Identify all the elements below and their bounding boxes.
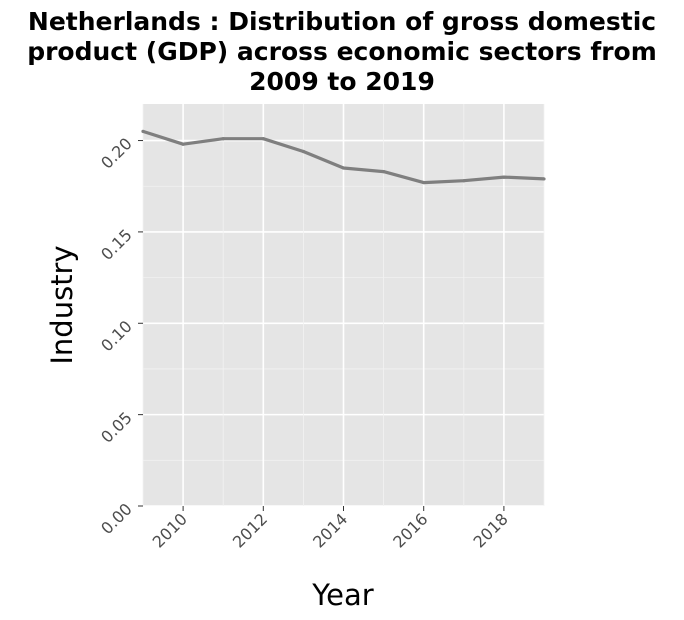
chart-title-line-3: 2009 to 2019 bbox=[249, 67, 435, 96]
chart-title-line-1: Netherlands : Distribution of gross dome… bbox=[28, 7, 656, 36]
y-tick-label: 0.00 bbox=[97, 499, 136, 538]
data-point bbox=[382, 170, 386, 174]
data-point bbox=[261, 137, 265, 141]
data-point bbox=[141, 129, 145, 134]
data-point bbox=[422, 180, 426, 185]
x-tick-label: 2016 bbox=[389, 509, 431, 551]
data-point bbox=[301, 149, 305, 154]
x-tick-label: 2014 bbox=[309, 509, 351, 551]
x-tick-label: 2012 bbox=[229, 509, 271, 551]
y-tick-label: 0.15 bbox=[97, 225, 136, 264]
series bbox=[141, 129, 546, 185]
y-tick-label: 0.20 bbox=[97, 134, 136, 173]
data-point bbox=[462, 179, 466, 183]
y-axis-label: Industry bbox=[45, 245, 79, 364]
x-axis-ticks: 2010 2012 2014 2016 2018 bbox=[149, 506, 512, 552]
data-point bbox=[542, 177, 546, 181]
y-axis-ticks: 0.00 0.05 0.10 0.15 0.20 bbox=[97, 134, 143, 538]
data-point bbox=[221, 137, 225, 141]
chart-title-line-2: product (GDP) across economic sectors fr… bbox=[27, 37, 657, 66]
x-tick-label: 2018 bbox=[470, 509, 512, 551]
x-axis-label: Year bbox=[311, 578, 373, 612]
y-tick-label: 0.05 bbox=[97, 408, 136, 447]
y-tick-label: 0.10 bbox=[97, 317, 136, 356]
data-point bbox=[502, 175, 506, 179]
data-point bbox=[181, 142, 185, 146]
x-tick-label: 2010 bbox=[149, 509, 191, 551]
data-point bbox=[341, 166, 346, 170]
